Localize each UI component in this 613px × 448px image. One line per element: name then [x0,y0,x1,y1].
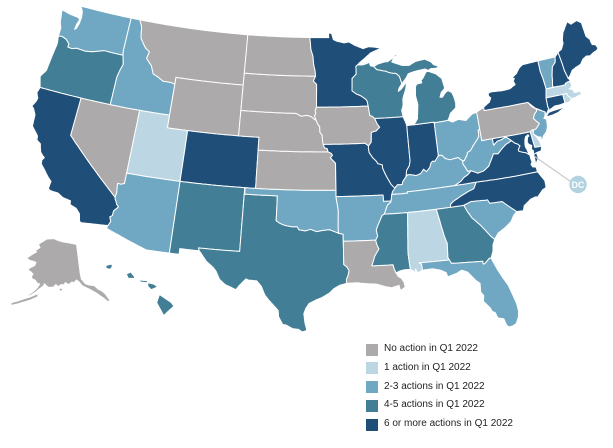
svg-text:DC: DC [572,180,585,190]
